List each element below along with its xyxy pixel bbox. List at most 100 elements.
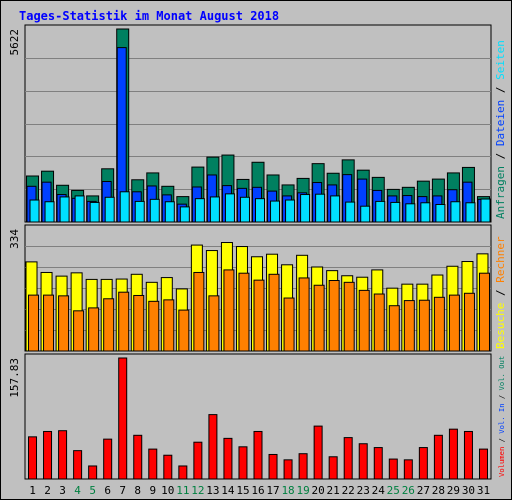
chart-title: Tages-Statistik im Monat August 2018 (19, 9, 280, 23)
bar-volumen-day-27 (418, 447, 428, 480)
bar-rechner-day-20 (313, 284, 325, 352)
day-label-17: 17 (266, 484, 279, 497)
panel-3-legend: Volumen / Vol. In / Vol. Out (497, 356, 506, 477)
bar-rechner-day-12 (193, 271, 205, 352)
bar-volumen-day-14 (223, 437, 233, 480)
legend-entry-anfragen: Anfragen (494, 166, 507, 219)
bar-volumen-day-15 (238, 446, 248, 480)
bar-seiten-day-29 (450, 201, 461, 223)
bar-volumen-day-8 (133, 434, 143, 480)
bar-volumen-day-5 (88, 465, 98, 480)
legend-separator: / (494, 146, 507, 166)
day-label-9: 9 (149, 484, 156, 497)
bar-seiten-day-3 (59, 196, 70, 223)
bar-volumen-day-1 (28, 436, 38, 480)
bar-rechner-day-9 (148, 300, 160, 352)
day-label-16: 16 (251, 484, 264, 497)
bar-volumen-day-30 (463, 430, 473, 480)
bar-volumen-day-19 (298, 453, 308, 480)
bar-rechner-day-17 (268, 273, 280, 352)
day-label-23: 23 (357, 484, 370, 497)
bar-seiten-day-17 (270, 200, 281, 223)
bar-volumen-day-9 (148, 448, 158, 480)
day-label-4: 4 (74, 484, 81, 497)
day-label-7: 7 (119, 484, 126, 497)
bar-rechner-day-4 (73, 310, 85, 352)
legend-entry-dateien: Dateien (494, 100, 507, 146)
bar-seiten-day-25 (390, 201, 401, 223)
bar-seiten-day-28 (435, 203, 446, 223)
day-label-1: 1 (29, 484, 36, 497)
day-label-19: 19 (296, 484, 309, 497)
bar-rechner-day-10 (163, 299, 175, 352)
bar-rechner-day-19 (298, 277, 310, 352)
bar-rechner-day-6 (103, 298, 115, 352)
legend-entry-besuche: Besuche (494, 303, 507, 349)
bar-seiten-day-16 (255, 198, 265, 223)
bar-seiten-day-2 (44, 201, 55, 223)
panel-1-max-label: 5622 (8, 29, 21, 56)
bar-rechner-day-27 (418, 299, 430, 352)
bar-seiten-day-14 (224, 193, 235, 223)
legend-separator: / (497, 390, 506, 403)
bar-seiten-day-15 (239, 196, 250, 223)
panel-3-max-label: 157.83 (8, 358, 21, 398)
legend-entry-seiten: Seiten (494, 40, 507, 80)
panel-1-legend: Anfragen / Dateien / Seiten (494, 40, 507, 219)
bar-volumen-day-7 (118, 357, 128, 480)
bar-seiten-day-13 (209, 196, 220, 223)
day-label-11: 11 (176, 484, 189, 497)
bar-seiten-day-10 (164, 201, 175, 223)
bar-volumen-day-11 (178, 465, 188, 480)
bar-seiten-day-6 (104, 196, 115, 223)
day-label-8: 8 (134, 484, 141, 497)
bar-volumen-day-24 (373, 447, 383, 480)
day-label-14: 14 (221, 484, 235, 497)
day-label-2: 2 (44, 484, 51, 497)
bar-volumen-day-22 (343, 437, 353, 480)
bar-seiten-day-9 (149, 198, 160, 223)
bar-seiten-day-7 (119, 191, 130, 223)
bar-seiten-day-31 (480, 198, 491, 223)
bar-volumen-day-25 (388, 458, 398, 480)
bar-seiten-day-24 (375, 200, 386, 223)
bar-volumen-day-4 (73, 450, 83, 480)
day-label-22: 22 (342, 484, 355, 497)
bar-seiten-day-20 (315, 193, 326, 223)
day-label-24: 24 (372, 484, 386, 497)
bar-volumen-day-3 (58, 430, 68, 480)
bar-seiten-day-27 (420, 202, 431, 223)
bar-seiten-day-1 (29, 199, 40, 223)
bar-rechner-day-28 (433, 296, 445, 352)
bar-rechner-day-30 (463, 292, 475, 352)
day-label-28: 28 (432, 484, 445, 497)
bar-seiten-day-21 (330, 195, 341, 223)
bar-volumen-day-13 (208, 414, 218, 480)
bar-seiten-day-23 (360, 205, 371, 223)
bar-volumen-day-16 (253, 430, 263, 480)
bar-volumen-day-21 (328, 456, 338, 480)
bar-volumen-day-17 (268, 453, 278, 480)
day-label-15: 15 (236, 484, 249, 497)
day-label-6: 6 (104, 484, 111, 497)
bar-seiten-day-22 (345, 201, 356, 223)
day-label-5: 5 (89, 484, 96, 497)
bar-rechner-day-23 (358, 289, 370, 352)
bar-seiten-day-11 (179, 206, 190, 223)
day-label-21: 21 (327, 484, 340, 497)
bar-volumen-day-29 (448, 428, 458, 480)
legend-entry-volumen: Volumen (497, 447, 506, 477)
bar-rechner-day-13 (208, 295, 220, 352)
panel-2-max-label: 334 (8, 229, 21, 249)
bar-rechner-day-31 (478, 272, 490, 352)
bar-rechner-day-21 (328, 280, 340, 352)
bar-rechner-day-5 (88, 307, 100, 352)
day-label-30: 30 (462, 484, 475, 497)
bar-rechner-day-14 (223, 269, 235, 352)
day-label-29: 29 (447, 484, 460, 497)
day-label-20: 20 (312, 484, 325, 497)
day-label-27: 27 (417, 484, 430, 497)
panel-2-legend: Besuche / Rechner (494, 236, 507, 349)
